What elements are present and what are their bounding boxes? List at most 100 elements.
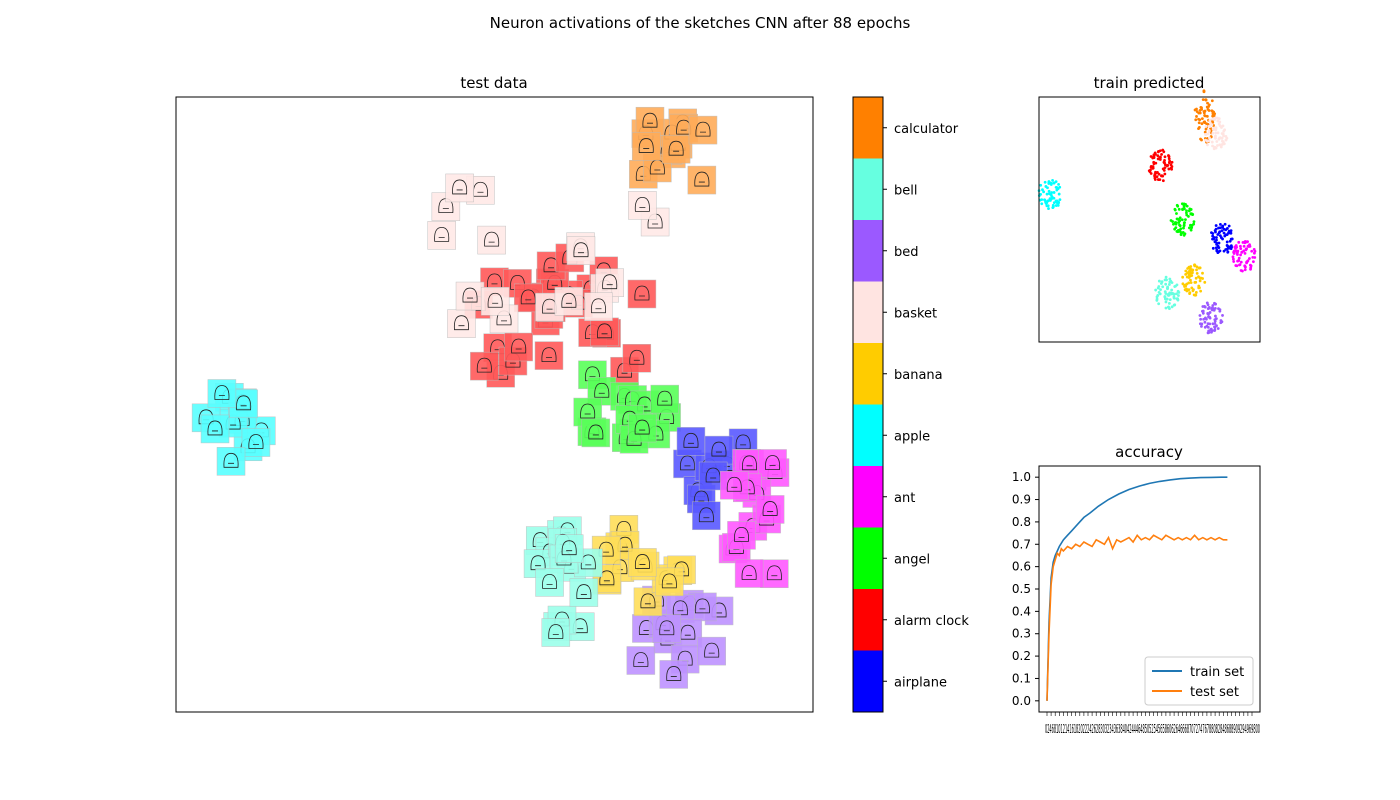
train-point: [1168, 277, 1172, 281]
train-point: [1057, 182, 1060, 186]
train-point: [1198, 276, 1202, 280]
train-point: [1174, 226, 1178, 230]
train-point: [1206, 107, 1210, 111]
train-point: [1168, 307, 1171, 310]
sketch-thumbnail: [200, 414, 230, 444]
train-point: [1220, 136, 1224, 140]
sketch-thumbnail: [554, 534, 584, 563]
sketch-thumbnail: [627, 413, 657, 443]
sketch-thumbnail: [688, 115, 718, 145]
train-point: [1248, 243, 1251, 247]
train-point: [1178, 224, 1182, 228]
train-point: [1205, 114, 1209, 118]
train-point: [1207, 105, 1210, 108]
train-point: [1039, 183, 1043, 187]
train-point: [1216, 144, 1219, 147]
train-point: [1197, 284, 1201, 288]
train-point: [1194, 118, 1198, 122]
legend-train-label: train set: [1190, 665, 1244, 680]
sketch-thumbnail: [734, 559, 764, 588]
train-point: [1178, 216, 1182, 220]
train-point: [1185, 211, 1188, 215]
figure-title: Neuron activations of the sketches CNN a…: [490, 14, 911, 32]
train-point: [1154, 288, 1158, 292]
train-point: [1218, 234, 1222, 238]
train-point: [1207, 129, 1211, 132]
train-point: [1210, 231, 1213, 235]
train-point: [1157, 279, 1161, 283]
train-point: [1222, 129, 1226, 133]
train-point: [1157, 302, 1161, 306]
train-point: [1172, 222, 1175, 226]
train-point: [1154, 170, 1157, 174]
train-point: [1231, 255, 1235, 259]
train-point: [1189, 228, 1193, 232]
train-point: [1238, 263, 1242, 267]
train-point: [1232, 260, 1236, 263]
train-point: [1210, 140, 1214, 144]
train-point: [1214, 246, 1218, 250]
train-point: [1165, 297, 1169, 301]
train-point: [1203, 109, 1207, 113]
train-point: [1221, 224, 1225, 228]
train-point: [1160, 174, 1164, 178]
train-point: [1052, 181, 1056, 185]
train-point: [1248, 257, 1251, 260]
colorbar-segment: [853, 97, 883, 159]
train-point: [1164, 300, 1168, 304]
train-point: [1162, 160, 1166, 164]
train-point: [1047, 180, 1051, 183]
sketch-thumbnail: [628, 548, 657, 577]
train-point: [1191, 271, 1194, 275]
train-point: [1213, 112, 1217, 116]
train-point: [1202, 90, 1206, 94]
sketch-thumbnail: [697, 636, 726, 666]
train-point: [1203, 320, 1207, 324]
sketch-thumbnail: [692, 501, 721, 531]
train-point: [1213, 325, 1216, 329]
accuracy-ytick-label: 0.0: [1012, 694, 1031, 708]
train-point: [1040, 198, 1044, 202]
train-point: [1209, 327, 1213, 331]
train-point: [1197, 127, 1200, 131]
accuracy-ytick-label: 0.8: [1012, 515, 1031, 529]
train-point: [1181, 207, 1185, 211]
train-point: [1167, 161, 1171, 165]
train-point: [1164, 275, 1168, 279]
train-point: [1250, 249, 1254, 253]
train-point: [1213, 328, 1217, 332]
train-point: [1158, 149, 1162, 153]
train-point: [1167, 155, 1171, 158]
train-point: [1216, 251, 1220, 254]
colorbar-segment: [853, 527, 883, 589]
sketch-thumbnail: [595, 268, 624, 297]
train-point: [1183, 285, 1186, 288]
train-point: [1149, 164, 1153, 168]
train-point: [1224, 228, 1228, 232]
accuracy-xtick-labels: 0246810121416182022242628303234363840424…: [1045, 722, 1260, 736]
train-point: [1208, 322, 1212, 326]
train-point: [1177, 221, 1181, 224]
sketch-thumbnail: [584, 292, 613, 321]
train-point: [1213, 306, 1217, 310]
train-point: [1208, 315, 1211, 319]
train-point: [1199, 289, 1203, 293]
train-predicted-title: train predicted: [1094, 74, 1205, 92]
train-point: [1163, 166, 1167, 170]
train-point: [1213, 118, 1216, 121]
train-point: [1252, 248, 1256, 251]
train-point: [1246, 260, 1249, 263]
train-point: [1216, 327, 1220, 330]
train-point: [1227, 224, 1231, 228]
train-predicted-points: [1037, 89, 1257, 335]
train-point: [1189, 281, 1193, 285]
train-point: [1205, 301, 1209, 305]
sketch-thumbnail: [626, 646, 656, 675]
train-point: [1167, 283, 1171, 286]
train-point: [1179, 232, 1183, 236]
colorbar-segment: [853, 466, 883, 528]
train-point: [1180, 218, 1184, 222]
train-point: [1052, 191, 1056, 194]
train-point: [1184, 218, 1187, 222]
colorbar-label: angel: [894, 552, 930, 567]
